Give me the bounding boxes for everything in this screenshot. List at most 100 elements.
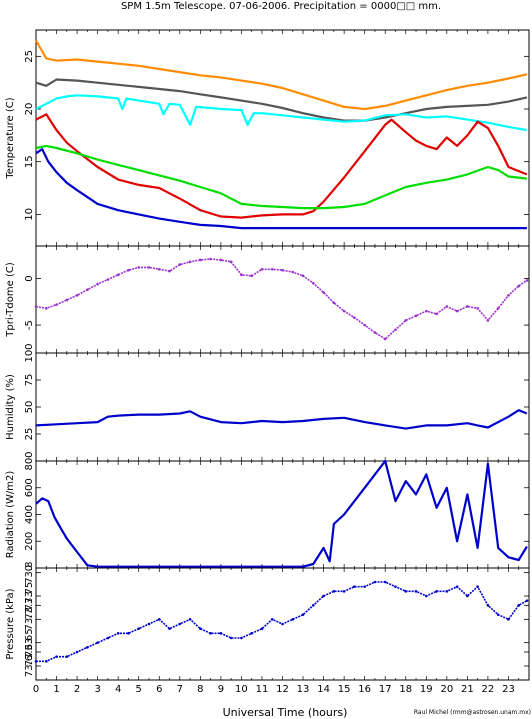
data-point [342,309,346,313]
data-point [301,613,305,616]
chart-title: SPM 1.5m Telescope. 07-06-2006. Precipit… [121,1,441,12]
x-tick-label: 22 [482,684,495,695]
series-line-1 [35,78,528,122]
data-point [435,312,438,316]
data-point [168,269,171,273]
x-tick-label: 3 [94,684,100,695]
credit-text: Raul Michel (rmm@astrosen.unam.mx) [414,709,531,716]
data-point [466,594,469,598]
data-point [312,604,315,607]
series-line-4 [35,144,528,210]
data-point [44,660,48,663]
series-line-2 [35,94,528,132]
data-point [75,650,79,654]
series-line-0 [35,258,528,341]
data-point [137,266,141,269]
data-point [291,270,295,274]
data-point [353,585,356,588]
data-point [435,590,438,593]
x-tick-label: 4 [115,684,121,695]
data-point [137,627,141,630]
y-tick-label: 0 [24,275,35,281]
data-point [34,305,38,308]
data-point [127,268,130,272]
x-tick-label: 20 [440,684,453,695]
data-point [486,604,490,607]
x-tick-label: 14 [317,684,330,695]
data-point [147,266,151,269]
y-tick-label: 10 [24,208,35,221]
data-point [157,267,161,271]
data-point [466,305,469,308]
x-tick-label: 8 [197,684,203,695]
data-point [322,291,325,294]
data-point [363,323,366,327]
y-axis-label: Pressure (kPa) [5,588,16,659]
data-point [106,278,110,281]
data-point [55,655,58,658]
series-line-0 [35,409,528,430]
data-point [188,260,192,264]
data-point [116,632,120,635]
data-point [455,585,459,588]
data-point [34,660,38,663]
data-point [332,301,336,305]
panel-frame [35,245,530,354]
series-line-0 [35,39,528,111]
data-point [525,279,529,282]
x-tick-label: 2 [74,684,80,695]
data-point [240,273,243,277]
data-point [507,618,510,621]
y-tick-label: 73.7 [24,608,35,630]
data-point [353,316,356,319]
y-tick-label: 75 [24,374,35,387]
series-line-5 [35,148,527,230]
panel-frame [35,460,530,569]
data-point [86,288,89,292]
data-point [260,267,264,271]
panel-1: -5 0 Tpri-Tdome (C) [5,245,530,354]
data-point [363,585,366,588]
data-point [394,585,397,588]
x-tick-label: 18 [399,684,412,695]
panel-frame [35,352,530,462]
data-point [270,267,274,271]
y-tick-label: 25 [24,428,35,441]
data-point [414,314,418,318]
x-tick-label: 11 [256,684,269,695]
data-point [240,636,243,640]
data-point [332,590,336,593]
data-point [525,599,529,602]
data-point [424,309,428,313]
data-point [281,622,284,626]
panel-2: 25 50 75 100 Humidity (%) [5,343,530,462]
data-point [373,331,377,334]
data-point [517,284,521,288]
data-point [147,622,151,626]
x-tick-label: 7 [177,684,183,695]
y-tick-label: 800 [24,451,35,470]
data-point [476,585,479,588]
data-point [209,632,212,635]
y-tick-label: 20 [24,103,35,116]
series-line-0 [35,459,528,568]
data-point [178,622,182,626]
data-point [301,274,305,278]
data-point [219,632,223,635]
x-tick-label: 0 [33,684,39,695]
data-point [127,632,130,635]
y-tick-label: 15 [24,155,35,168]
x-tick-label: 17 [379,684,392,695]
data-point [229,636,233,640]
data-point [496,307,500,310]
y-tick-label: -5 [24,320,35,330]
data-point [209,257,212,261]
x-tick-label: 16 [358,684,371,695]
panel-0: 10 15 20 25 Temperature (C) [5,29,530,247]
data-point [507,294,510,297]
data-point [199,627,202,630]
y-axis-label: Tpri-Tdome (C) [5,262,16,338]
data-point [229,260,233,264]
x-tick-label: 19 [420,684,433,695]
